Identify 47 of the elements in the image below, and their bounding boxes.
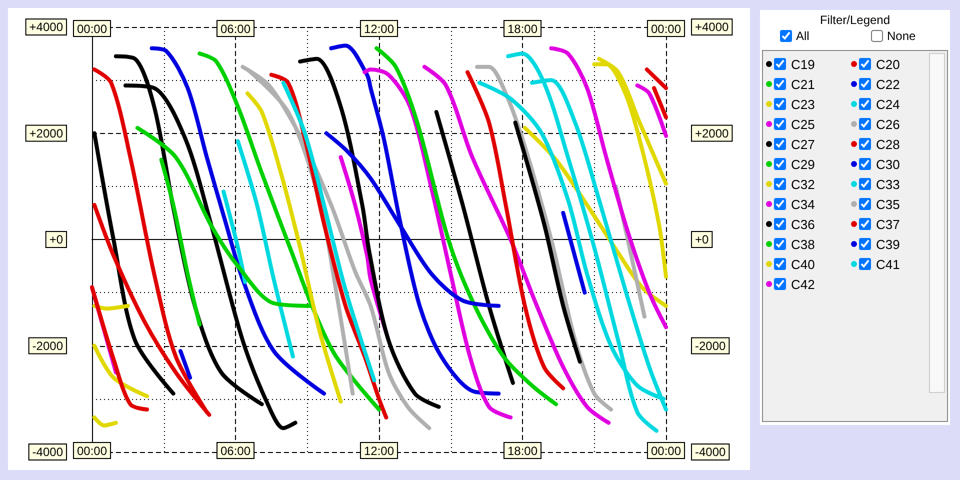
y-tick-label: -2000 (32, 338, 64, 353)
legend-label: C28 (876, 136, 900, 152)
y-tick-label: +2000 (29, 126, 64, 140)
x2-tick-label: 12:00 (364, 22, 394, 36)
legend-label: C37 (876, 216, 900, 232)
y-tick-label: -4000 (32, 445, 64, 459)
text: None (886, 29, 917, 43)
legend-label: C41 (876, 256, 900, 272)
y2-tick-label: +2000 (695, 126, 730, 140)
x2-tick-label: 00:00 (650, 22, 682, 36)
legend-label: C35 (876, 196, 900, 212)
x-tick-label: 00:00 (650, 444, 682, 458)
y-tick-label: +0 (49, 232, 64, 246)
x-tick-label: 06:00 (220, 444, 251, 458)
legend-label: C22 (876, 76, 900, 92)
y2-tick-label: +0 (695, 232, 710, 246)
x-tick-label: 18:00 (507, 444, 538, 458)
legend-label: C21 (791, 76, 815, 92)
y2-tick-label: -4000 (695, 445, 726, 459)
legend-label: C20 (876, 56, 900, 72)
legend-label: C29 (791, 156, 815, 172)
legend-label: C30 (876, 156, 900, 172)
legend-title: Filter/Legend (818, 13, 892, 27)
legend-label: C33 (876, 176, 900, 192)
x2-tick-label: 18:00 (507, 22, 538, 36)
legend-label: C23 (791, 96, 815, 112)
y2-tick-label: -2000 (695, 338, 726, 353)
legend-label: C26 (876, 116, 900, 132)
legend-label: C40 (791, 256, 815, 272)
line-series (374, 46, 558, 406)
legend-label: C25 (791, 116, 815, 132)
legend-label: C34 (791, 196, 815, 212)
legend-label: C36 (791, 216, 815, 232)
legend-label: C39 (876, 236, 900, 252)
legend-label: C32 (791, 176, 815, 192)
legend-label: C42 (791, 276, 815, 292)
y2-tick-label: +4000 (695, 20, 730, 34)
y-tick-label: +4000 (29, 20, 64, 34)
x-tick-label: 12:00 (364, 444, 394, 458)
x2-tick-label: 06:00 (220, 22, 251, 36)
legend-label: C38 (791, 236, 815, 252)
x2-tick-label: 00:00 (76, 22, 108, 36)
text: All (795, 29, 810, 43)
legend-label: C24 (876, 96, 900, 112)
x-tick-label: 00:00 (76, 444, 108, 458)
legend-label: C19 (791, 56, 815, 72)
legend-label: C27 (791, 136, 815, 152)
